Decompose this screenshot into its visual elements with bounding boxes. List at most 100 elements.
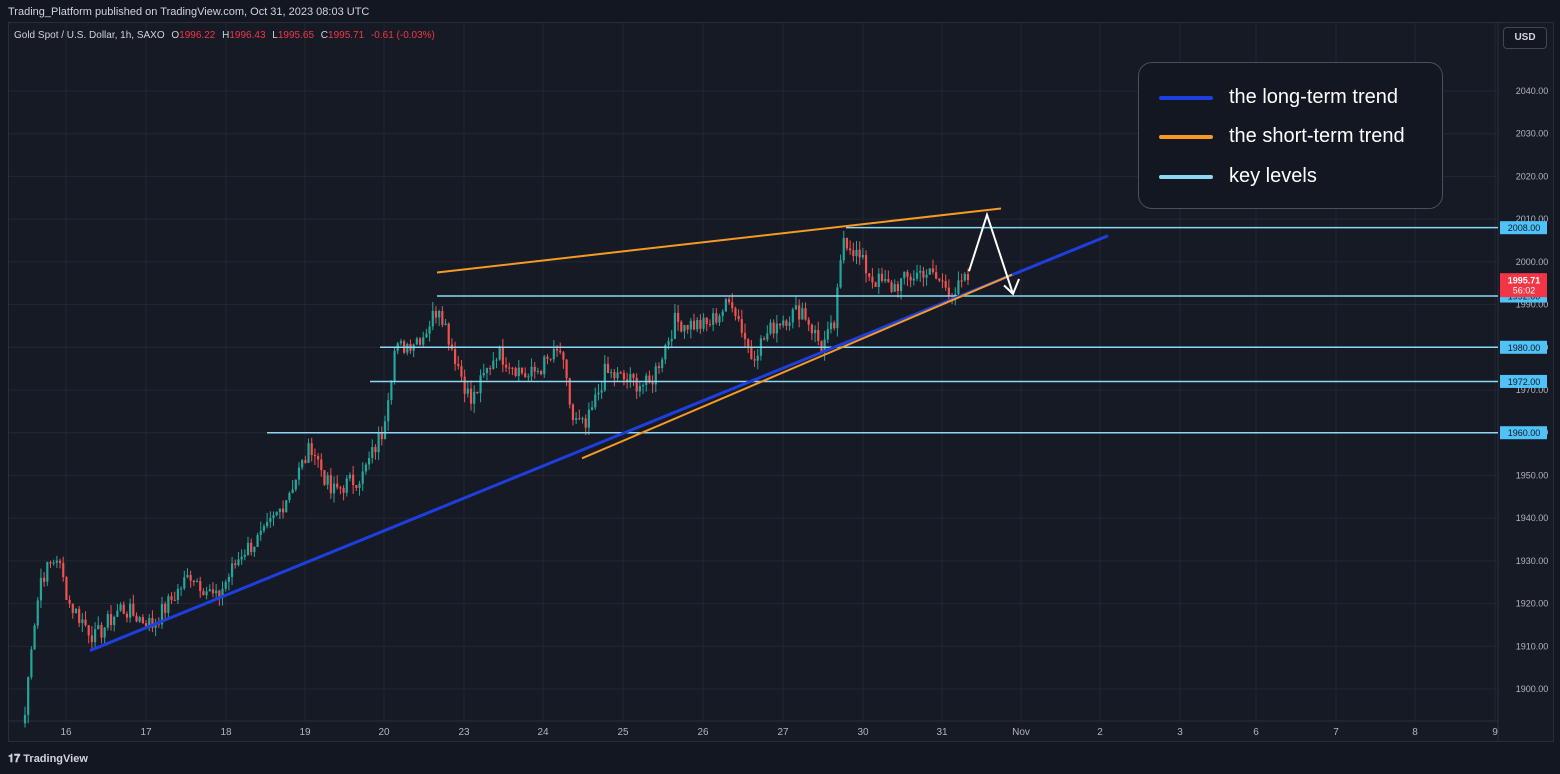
candle-body <box>415 338 418 345</box>
currency-button[interactable]: USD <box>1503 27 1547 49</box>
top-bar: Trading_Platform published on TradingVie… <box>0 0 1560 22</box>
candle-body <box>549 358 552 360</box>
candle-body <box>575 418 578 420</box>
candle-body <box>78 608 81 623</box>
candle-body <box>122 604 125 614</box>
candle-body <box>597 392 600 395</box>
candle-body <box>594 394 597 408</box>
candle-body <box>896 284 900 292</box>
candle-body <box>520 367 524 374</box>
symbol-name[interactable]: Gold Spot / U.S. Dollar, 1h, SAXO <box>14 30 165 41</box>
candle-body <box>183 577 186 589</box>
x-tick-label: Nov <box>1012 727 1030 738</box>
candle-body <box>441 311 444 325</box>
candle-body <box>702 317 705 329</box>
candle-body <box>540 371 543 375</box>
candle-body <box>648 375 651 383</box>
candle-body <box>438 311 441 318</box>
candle-body <box>756 355 759 361</box>
candle-body <box>915 272 919 279</box>
candle-body <box>603 363 606 391</box>
candle-body <box>380 433 383 440</box>
candle-body <box>336 483 339 488</box>
candle-body <box>829 322 833 330</box>
candle-body <box>504 364 508 368</box>
candle-body <box>444 323 447 325</box>
candle-body <box>329 475 332 494</box>
candle-body <box>46 562 49 582</box>
candle-body <box>170 596 173 600</box>
candle-body <box>195 581 199 583</box>
candle-body <box>696 320 699 330</box>
y-tick-label: 2030.00 <box>1516 129 1549 139</box>
tradingview-logo[interactable]: 𝟏𝟕 TradingView <box>8 753 88 766</box>
candle-body <box>622 372 626 380</box>
candle-body <box>425 333 428 338</box>
candle-body <box>578 418 581 420</box>
candle-body <box>482 373 485 376</box>
x-tick-label: 16 <box>60 727 72 738</box>
legend-swatch-long-term <box>1159 96 1213 100</box>
y-tick-label: 1990.00 <box>1516 300 1549 310</box>
footer: 𝟏𝟕 TradingView <box>0 744 1560 774</box>
candle-body <box>712 313 715 325</box>
candle-body <box>778 323 782 326</box>
candle-body <box>259 530 262 535</box>
x-tick-label: 24 <box>537 727 549 738</box>
candle-body <box>406 344 409 353</box>
candle-body <box>278 508 281 513</box>
high-value: 1996.43 <box>229 30 266 41</box>
candle-body <box>769 322 772 334</box>
candle-body <box>489 368 492 370</box>
candle-body <box>291 489 294 494</box>
candle-body <box>731 302 734 309</box>
candle-body <box>705 317 708 325</box>
candle-body <box>864 255 868 274</box>
candle-body <box>288 493 291 501</box>
candle-body <box>552 348 555 360</box>
candle-body <box>148 617 151 629</box>
candle-body <box>125 613 129 618</box>
candle-body <box>626 379 629 382</box>
candle-body <box>339 487 342 489</box>
candle-body <box>922 270 925 278</box>
candle-body <box>912 278 915 281</box>
y-tick-label: 1910.00 <box>1516 641 1549 651</box>
candle-body <box>323 470 326 485</box>
candle-body <box>285 500 288 513</box>
candle-body <box>568 378 571 405</box>
candle-body <box>33 625 36 650</box>
candle-body <box>791 309 794 323</box>
candle-body <box>151 617 154 628</box>
candle-body <box>810 324 813 334</box>
candle-body <box>772 322 775 334</box>
x-tick-label: 8 <box>1412 727 1418 738</box>
candle-body <box>301 460 304 468</box>
candle-body <box>58 560 62 563</box>
x-tick-label: 7 <box>1333 727 1339 738</box>
candle-body <box>154 623 157 628</box>
candle-body <box>645 375 648 385</box>
x-tick-label: 2 <box>1097 727 1103 738</box>
candle-body <box>629 374 632 382</box>
candle-body <box>358 483 361 488</box>
candle-body <box>845 237 849 249</box>
candle-body <box>250 542 253 553</box>
candle-body <box>164 603 167 613</box>
candle-body <box>39 577 43 601</box>
candle-body <box>256 534 259 547</box>
candle-body <box>683 325 686 332</box>
candle-body <box>313 455 317 457</box>
candle-body <box>469 388 473 404</box>
candle-body <box>453 349 457 365</box>
last-price-label: 1995.71 <box>1508 276 1541 286</box>
y-tick-label: 1930.00 <box>1516 556 1549 566</box>
candle-body <box>676 312 680 322</box>
candle-body <box>485 368 489 374</box>
y-tick-label: 2000.00 <box>1516 257 1549 267</box>
x-tick-label: 31 <box>936 727 948 738</box>
candle-body <box>947 287 950 296</box>
key-level-label: 2008.00 <box>1508 223 1541 233</box>
candle-body <box>546 356 549 359</box>
candle-body <box>266 521 269 527</box>
